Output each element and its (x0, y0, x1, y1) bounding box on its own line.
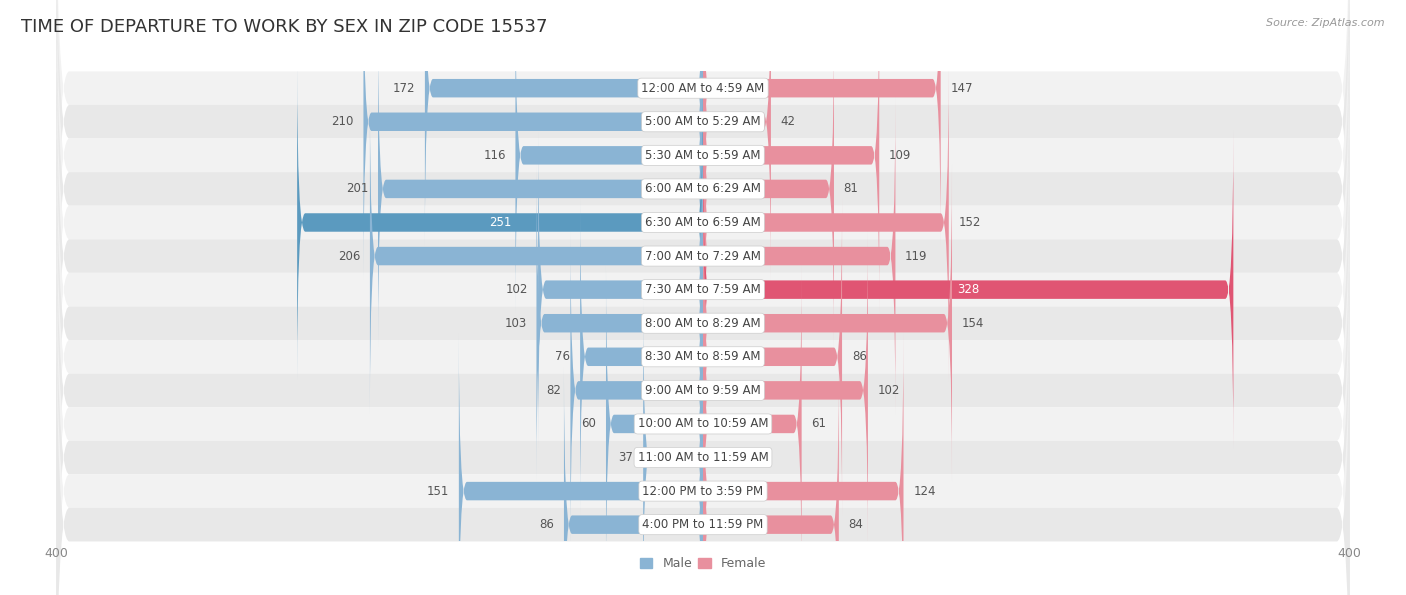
FancyBboxPatch shape (56, 105, 1350, 595)
Text: 147: 147 (950, 82, 973, 95)
FancyBboxPatch shape (56, 38, 1350, 541)
Text: 8:00 AM to 8:29 AM: 8:00 AM to 8:29 AM (645, 317, 761, 330)
Text: 109: 109 (889, 149, 911, 162)
Text: 42: 42 (780, 115, 796, 129)
FancyBboxPatch shape (425, 0, 703, 247)
FancyBboxPatch shape (56, 0, 1350, 374)
FancyBboxPatch shape (297, 64, 703, 381)
FancyBboxPatch shape (363, 0, 703, 280)
FancyBboxPatch shape (56, 273, 1350, 595)
Text: 251: 251 (489, 216, 512, 229)
FancyBboxPatch shape (564, 366, 703, 595)
Text: 4:00 PM to 11:59 PM: 4:00 PM to 11:59 PM (643, 518, 763, 531)
Text: 86: 86 (852, 350, 866, 364)
FancyBboxPatch shape (516, 0, 703, 314)
Text: 9:00 AM to 9:59 AM: 9:00 AM to 9:59 AM (645, 384, 761, 397)
FancyBboxPatch shape (56, 139, 1350, 595)
FancyBboxPatch shape (56, 71, 1350, 575)
Text: 210: 210 (332, 115, 354, 129)
FancyBboxPatch shape (703, 165, 952, 482)
FancyBboxPatch shape (571, 231, 703, 549)
Text: 6:30 AM to 6:59 AM: 6:30 AM to 6:59 AM (645, 216, 761, 229)
FancyBboxPatch shape (703, 0, 941, 247)
Text: 102: 102 (877, 384, 900, 397)
FancyBboxPatch shape (56, 0, 1350, 407)
Text: 7:30 AM to 7:59 AM: 7:30 AM to 7:59 AM (645, 283, 761, 296)
Text: 8:30 AM to 8:59 AM: 8:30 AM to 8:59 AM (645, 350, 761, 364)
Text: 152: 152 (959, 216, 981, 229)
FancyBboxPatch shape (703, 0, 879, 314)
FancyBboxPatch shape (56, 239, 1350, 595)
Text: 5:30 AM to 5:59 AM: 5:30 AM to 5:59 AM (645, 149, 761, 162)
Text: Source: ZipAtlas.com: Source: ZipAtlas.com (1267, 18, 1385, 28)
Text: 81: 81 (844, 183, 859, 195)
Text: 172: 172 (392, 82, 415, 95)
Text: 119: 119 (905, 249, 928, 262)
FancyBboxPatch shape (703, 98, 896, 415)
Text: 86: 86 (540, 518, 554, 531)
FancyBboxPatch shape (370, 98, 703, 415)
Text: 102: 102 (506, 283, 529, 296)
Text: 12:00 AM to 4:59 AM: 12:00 AM to 4:59 AM (641, 82, 765, 95)
FancyBboxPatch shape (537, 165, 703, 482)
FancyBboxPatch shape (581, 198, 703, 515)
Text: 124: 124 (914, 484, 936, 497)
Text: 0: 0 (713, 451, 720, 464)
Text: 154: 154 (962, 317, 984, 330)
FancyBboxPatch shape (703, 231, 868, 549)
FancyBboxPatch shape (703, 0, 770, 280)
FancyBboxPatch shape (703, 366, 839, 595)
FancyBboxPatch shape (56, 172, 1350, 595)
FancyBboxPatch shape (56, 0, 1350, 340)
FancyBboxPatch shape (378, 30, 703, 347)
FancyBboxPatch shape (458, 333, 703, 595)
FancyBboxPatch shape (56, 0, 1350, 474)
FancyBboxPatch shape (643, 299, 703, 595)
FancyBboxPatch shape (56, 4, 1350, 508)
Text: 103: 103 (505, 317, 527, 330)
Text: 84: 84 (849, 518, 863, 531)
FancyBboxPatch shape (703, 265, 801, 583)
Text: 11:00 AM to 11:59 AM: 11:00 AM to 11:59 AM (638, 451, 768, 464)
Text: 5:00 AM to 5:29 AM: 5:00 AM to 5:29 AM (645, 115, 761, 129)
Text: 116: 116 (484, 149, 506, 162)
Text: 206: 206 (337, 249, 360, 262)
Text: 7:00 AM to 7:29 AM: 7:00 AM to 7:29 AM (645, 249, 761, 262)
Text: TIME OF DEPARTURE TO WORK BY SEX IN ZIP CODE 15537: TIME OF DEPARTURE TO WORK BY SEX IN ZIP … (21, 18, 547, 36)
Text: 12:00 PM to 3:59 PM: 12:00 PM to 3:59 PM (643, 484, 763, 497)
Text: 76: 76 (555, 350, 571, 364)
FancyBboxPatch shape (703, 131, 1233, 448)
Text: 61: 61 (811, 418, 827, 430)
FancyBboxPatch shape (703, 198, 842, 515)
FancyBboxPatch shape (56, 0, 1350, 441)
Text: 151: 151 (427, 484, 449, 497)
FancyBboxPatch shape (703, 64, 949, 381)
FancyBboxPatch shape (606, 265, 703, 583)
FancyBboxPatch shape (703, 30, 834, 347)
Text: 37: 37 (619, 451, 634, 464)
Text: 201: 201 (346, 183, 368, 195)
FancyBboxPatch shape (56, 206, 1350, 595)
FancyBboxPatch shape (538, 131, 703, 448)
Legend: Male, Female: Male, Female (640, 558, 766, 571)
Text: 6:00 AM to 6:29 AM: 6:00 AM to 6:29 AM (645, 183, 761, 195)
Text: 10:00 AM to 10:59 AM: 10:00 AM to 10:59 AM (638, 418, 768, 430)
Text: 82: 82 (546, 384, 561, 397)
FancyBboxPatch shape (703, 333, 904, 595)
Text: 60: 60 (582, 418, 596, 430)
Text: 328: 328 (957, 283, 980, 296)
